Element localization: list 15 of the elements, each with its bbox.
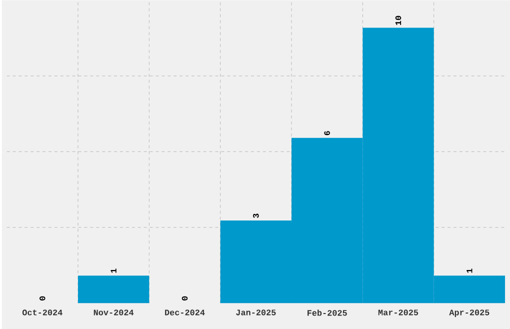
x-tick-label: Jan-2025 [236, 310, 276, 316]
x-tick-label: Oct-2024 [22, 310, 62, 316]
data-label: 0 [182, 296, 188, 300]
data-label: 1 [110, 268, 116, 273]
x-tick-label: Dec-2024 [165, 310, 205, 316]
data-label: 10 [395, 16, 402, 25]
data-label: 3 [253, 214, 259, 218]
x-tick-label: Nov-2024 [94, 310, 134, 316]
x-tick-label: Feb-2025 [308, 310, 347, 316]
x-tick-label: Mar-2025 [378, 310, 418, 316]
bar [78, 276, 150, 304]
data-label: 1 [466, 268, 472, 273]
x-tick-label: Apr-2025 [449, 310, 490, 317]
data-label: 6 [324, 131, 330, 136]
data-label: 0 [40, 296, 46, 300]
